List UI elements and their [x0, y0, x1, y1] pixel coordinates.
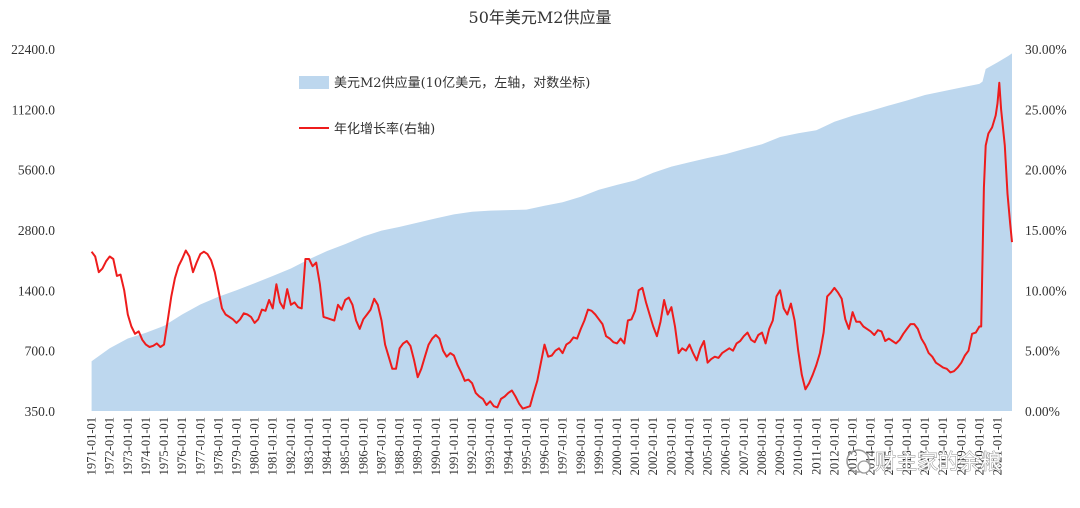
x-tick-label: 1972-01-01: [103, 417, 117, 475]
left-tick-label: 5600.0: [18, 163, 55, 178]
x-tick-label: 2019-01-01: [954, 417, 968, 475]
x-tick-label: 1997-01-01: [556, 417, 570, 475]
left-tick-label: 2800.0: [18, 223, 55, 238]
x-tick-label: 1991-01-01: [447, 417, 461, 475]
x-tick-label: 2018-01-01: [936, 417, 950, 475]
x-tick-label: 2015-01-01: [882, 417, 896, 475]
x-tick-label: 2016-01-01: [900, 417, 914, 475]
x-tick-label: 1971-01-01: [85, 417, 99, 475]
x-axis: 1971-01-01 1972-01-01 1973-01-01 1974-01-01…: [85, 417, 1005, 475]
x-tick-label: 1986-01-01: [356, 417, 370, 475]
left-tick-label: 22400.0: [11, 42, 55, 57]
x-tick-label: 2000-01-01: [610, 417, 624, 475]
x-tick-label: 1989-01-01: [411, 417, 425, 475]
x-tick-label: 1979-01-01: [230, 417, 244, 475]
x-tick-label: 2001-01-01: [628, 417, 642, 475]
x-tick-label: 1987-01-01: [374, 417, 388, 475]
x-tick-label: 1981-01-01: [266, 417, 280, 475]
x-tick-label: 2010-01-01: [791, 417, 805, 475]
x-tick-label: 2012-01-01: [827, 417, 841, 475]
x-tick-label: 1995-01-01: [519, 417, 533, 475]
x-tick-label: 2021-01-01: [991, 417, 1005, 475]
x-tick-label: 2020-01-01: [972, 417, 986, 475]
x-tick-label: 1974-01-01: [139, 417, 153, 475]
m2-area-series: [91, 53, 1013, 412]
x-tick-label: 1990-01-01: [429, 417, 443, 475]
right-tick-label: 0.00%: [1025, 404, 1060, 419]
chart-title: 50年美元M2供应量: [469, 8, 612, 27]
growth-rate-line: [90, 81, 1013, 410]
legend-label-growth: 年化增长率(右轴): [334, 121, 435, 137]
x-tick-label: 1993-01-01: [483, 417, 497, 475]
x-tick-label: 1999-01-01: [592, 417, 606, 475]
x-tick-label: 2002-01-01: [646, 417, 660, 475]
x-tick-label: 2003-01-01: [664, 417, 678, 475]
x-tick-label: 1996-01-01: [538, 417, 552, 475]
x-tick-label: 1977-01-01: [193, 417, 207, 475]
wechat-icon: [846, 449, 870, 473]
x-tick-label: 1983-01-01: [302, 417, 316, 475]
x-tick-label: 1975-01-01: [157, 417, 171, 475]
right-axis: 30.00% 25.00% 20.00% 15.00% 10.00% 5.00% 0.00%: [1025, 42, 1067, 419]
x-tick-label: 1982-01-01: [284, 417, 298, 475]
left-tick-label: 700.0: [25, 344, 56, 359]
right-tick-label: 30.00%: [1025, 42, 1067, 57]
legend: 美元M2供应量(10亿美元，左轴，对数坐标) 年化增长率(右轴): [299, 75, 590, 137]
x-tick-label: 1994-01-01: [501, 417, 515, 475]
x-tick-label: 2005-01-01: [701, 417, 715, 475]
x-tick-label: 1985-01-01: [338, 417, 352, 475]
x-tick-label: 2014-01-01: [864, 417, 878, 475]
legend-swatch-m2: [299, 76, 329, 89]
x-tick-label: 1988-01-01: [393, 417, 407, 475]
left-tick-label: 11200.0: [12, 102, 56, 117]
watermark: 财主家的余粮: [846, 449, 1001, 474]
right-tick-label: 5.00%: [1025, 344, 1060, 359]
x-tick-label: 2004-01-01: [682, 417, 696, 475]
x-tick-label: 1992-01-01: [465, 417, 479, 475]
x-tick-label: 2008-01-01: [755, 417, 769, 475]
x-tick-label: 2013-01-01: [846, 417, 860, 475]
x-tick-label: 2009-01-01: [773, 417, 787, 475]
x-tick-label: 2011-01-01: [809, 417, 823, 475]
plot-area: [90, 53, 1013, 412]
right-tick-label: 25.00%: [1025, 102, 1067, 117]
right-tick-label: 10.00%: [1025, 283, 1067, 298]
x-tick-label: 1976-01-01: [175, 417, 189, 475]
watermark-text: 财主家的余粮: [875, 450, 1001, 474]
x-tick-label: 2017-01-01: [918, 417, 932, 475]
right-tick-label: 20.00%: [1025, 163, 1067, 178]
legend-label-m2: 美元M2供应量(10亿美元，左轴，对数坐标): [334, 75, 590, 91]
wechat-icon-inner: [857, 460, 871, 474]
x-tick-label: 1978-01-01: [211, 417, 225, 475]
left-axis: 22400.0 11200.0 5600.0 2800.0 1400.0 700.0 350…: [11, 42, 55, 419]
x-tick-label: 1973-01-01: [121, 417, 135, 475]
x-tick-label: 2006-01-01: [719, 417, 733, 475]
x-tick-label: 1998-01-01: [574, 417, 588, 475]
x-tick-label: 1980-01-01: [248, 417, 262, 475]
left-tick-label: 350.0: [25, 404, 56, 419]
x-tick-label: 1984-01-01: [320, 417, 334, 475]
x-tick-label: 2007-01-01: [737, 417, 751, 475]
left-tick-label: 1400.0: [18, 283, 55, 298]
right-tick-label: 15.00%: [1025, 223, 1067, 238]
